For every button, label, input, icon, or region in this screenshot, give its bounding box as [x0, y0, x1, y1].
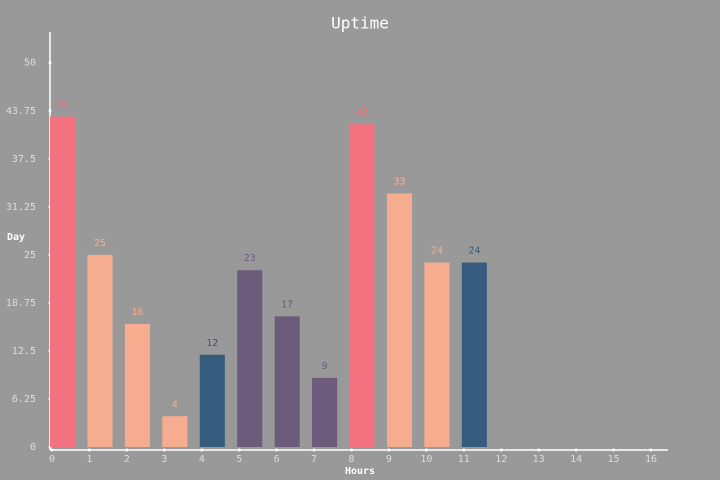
- x-tick: [162, 448, 166, 452]
- x-tick-label: 7: [311, 454, 317, 465]
- x-tick-label: 9: [386, 454, 392, 465]
- x-tick: [424, 448, 428, 452]
- x-tick-label: 6: [274, 454, 280, 465]
- y-tick-label: 37.5: [12, 154, 36, 165]
- x-tick-label: 1: [86, 454, 92, 465]
- data-label: 4: [172, 399, 178, 410]
- bar: [237, 270, 263, 447]
- bar: [349, 124, 375, 447]
- data-label: 9: [322, 361, 328, 372]
- data-label: 42: [356, 107, 368, 118]
- bar: [274, 316, 300, 447]
- x-tick-label: 2: [124, 454, 130, 465]
- x-axis-label: Hours: [345, 466, 375, 477]
- x-tick: [350, 448, 353, 452]
- x-tick-label: 3: [161, 454, 167, 465]
- x-tick: [537, 448, 541, 452]
- y-tick-label: 43.75: [6, 106, 36, 117]
- y-tick-label: 18.75: [6, 298, 36, 309]
- bar: [162, 416, 188, 447]
- data-label: 25: [94, 238, 106, 249]
- x-tick-label: 12: [495, 454, 507, 465]
- x-tick-label: 11: [458, 454, 470, 465]
- y-axis-label: Day: [7, 232, 25, 243]
- x-tick: [387, 448, 391, 452]
- bar: [124, 324, 150, 447]
- x-tick: [574, 448, 578, 452]
- x-tick-label: 10: [420, 454, 432, 465]
- data-label: 17: [281, 299, 293, 310]
- data-label: 24: [468, 246, 480, 257]
- x-tick: [125, 448, 129, 452]
- x-tick: [87, 448, 91, 452]
- bar: [386, 193, 413, 447]
- bar: [312, 377, 338, 447]
- y-tick-label: 31.25: [6, 202, 36, 213]
- x-tick: [649, 448, 653, 452]
- data-label: 16: [131, 307, 143, 318]
- x-tick-label: 0: [49, 454, 55, 465]
- x-tick: [275, 448, 279, 452]
- y-tick-label: 6.25: [12, 394, 36, 405]
- data-label: 23: [244, 253, 256, 264]
- bar: [50, 116, 76, 447]
- x-tick: [499, 448, 503, 452]
- bar: [461, 262, 487, 447]
- x-tick-label: 15: [608, 454, 620, 465]
- x-tick-label: 16: [645, 454, 657, 465]
- x-tick: [612, 448, 616, 452]
- chart-title: Uptime: [331, 14, 389, 33]
- x-tick: [200, 448, 204, 452]
- y-tick-label: 25: [24, 250, 36, 261]
- x-tick-label: 4: [199, 454, 205, 465]
- bar: [424, 262, 450, 447]
- data-label: 24: [431, 246, 443, 257]
- x-tick: [237, 448, 241, 452]
- y-tick-label: 12.5: [12, 346, 36, 357]
- x-tick-label: 5: [236, 454, 242, 465]
- data-label: 33: [393, 176, 405, 187]
- y-tick: [48, 61, 52, 65]
- x-tick: [50, 448, 54, 452]
- bar: [87, 254, 113, 447]
- x-tick-label: 13: [533, 454, 545, 465]
- y-tick-label: 50: [24, 58, 36, 69]
- x-tick: [462, 448, 466, 452]
- y-tick: [48, 109, 52, 113]
- y-tick-label: 0: [30, 442, 36, 453]
- x-tick: [312, 448, 316, 452]
- data-label: 12: [206, 338, 218, 349]
- x-tick-label: 14: [570, 454, 582, 465]
- bar: [199, 354, 225, 447]
- data-label: 43: [57, 100, 69, 111]
- x-tick-label: 8: [348, 454, 354, 465]
